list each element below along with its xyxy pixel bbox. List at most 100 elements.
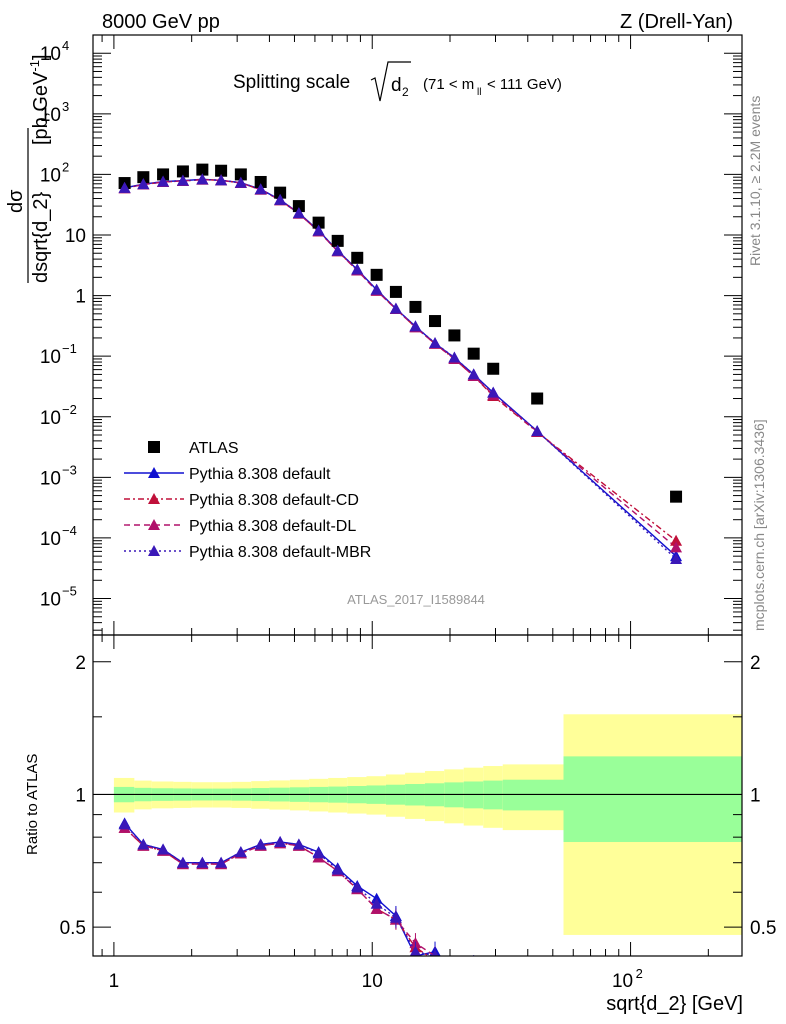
ratio-y-tick-label: 2 xyxy=(75,653,86,674)
atlas-point xyxy=(157,168,170,181)
atlas-point xyxy=(429,315,442,328)
mc-point xyxy=(331,244,344,256)
mc-point xyxy=(137,178,150,190)
mc-point xyxy=(409,320,422,332)
mc-point xyxy=(157,175,170,187)
ratio-point xyxy=(157,843,170,855)
main-y-tick-label-exp: 4 xyxy=(62,38,69,53)
atlas-point xyxy=(215,164,228,177)
mc-point xyxy=(531,425,544,437)
mc-point xyxy=(118,181,131,193)
mc-point xyxy=(467,368,480,380)
ylabel-unit: [pb,GeV-1] xyxy=(27,54,52,145)
atlas-point xyxy=(312,216,325,229)
ratio-point xyxy=(370,897,383,909)
atlas-point xyxy=(670,490,683,503)
mc-point xyxy=(389,302,402,314)
mc-point xyxy=(670,541,683,553)
mc-point xyxy=(370,283,383,295)
mc-point xyxy=(196,173,209,185)
analysis-id: ATLAS_2017_I1589844 xyxy=(347,592,485,607)
ratio-y-tick-label-right: 0.5 xyxy=(750,918,776,939)
legend-label: Pythia 8.308 default xyxy=(189,466,331,483)
x-tick-label: 10 xyxy=(612,971,633,992)
main-y-tick-label: 10 xyxy=(40,590,61,611)
title-main: Splitting scale xyxy=(233,72,350,93)
ratio-series-line xyxy=(124,827,436,956)
mcplots-label: mcplots.cern.ch [arXiv:1306.3436] xyxy=(751,419,767,631)
plot-title: Splitting scale d 2 (71 < m ll < 111 GeV… xyxy=(233,61,562,102)
title-var: d xyxy=(391,75,402,96)
mc-point xyxy=(312,224,325,236)
title-range-a: (71 < m xyxy=(423,76,474,93)
main-y-tick-label-exp: −2 xyxy=(62,402,77,417)
mc-point xyxy=(429,336,442,348)
x-tick-label: 1 xyxy=(109,971,120,992)
ratio-point xyxy=(292,838,305,850)
ratio-point xyxy=(312,847,325,859)
ratio-point xyxy=(274,836,287,848)
atlas-point xyxy=(467,347,480,360)
ratio-point xyxy=(196,856,209,868)
mc-point xyxy=(670,552,683,564)
atlas-point xyxy=(389,285,402,298)
main-y-tick-label: 10 xyxy=(40,529,61,550)
ratio-point xyxy=(137,838,150,850)
ratio-point xyxy=(448,979,460,990)
legend-marker-triangle xyxy=(148,467,160,478)
ratio-point xyxy=(468,959,480,970)
ratio-point xyxy=(176,856,189,868)
ratio-point xyxy=(448,964,460,975)
x-tick-label: 10 xyxy=(362,971,383,992)
ratio-point xyxy=(351,881,364,893)
main-ylabel: dσ dsqrt{d_2} [pb,GeV-1] xyxy=(5,54,52,283)
title-sub: 2 xyxy=(402,85,409,99)
ratio-band-green xyxy=(563,756,742,843)
atlas-point xyxy=(234,168,247,181)
main-y-tick-label-exp: −5 xyxy=(62,584,77,599)
x-tick-label-exp: 2 xyxy=(636,966,643,981)
main-y-tick-label: 10 xyxy=(40,44,61,65)
mc-point xyxy=(234,176,247,188)
ratio-point xyxy=(331,863,344,875)
mc-point xyxy=(215,174,228,186)
main-y-tick-label: 10 xyxy=(40,408,61,429)
ratio-point xyxy=(448,974,460,985)
atlas-point xyxy=(196,163,209,176)
ratio-y-tick-label: 0.5 xyxy=(60,918,86,939)
mc-point xyxy=(351,263,364,275)
main-series-line xyxy=(124,178,677,548)
ratio-point xyxy=(468,984,480,995)
main-y-tick-label-exp: 2 xyxy=(62,159,69,174)
ylabel-unit-sup: -1 xyxy=(27,60,42,72)
ratio-series-line xyxy=(124,827,430,956)
atlas-point xyxy=(254,175,267,188)
title-range-sub: ll xyxy=(477,87,481,98)
main-y-tick-label-exp: −1 xyxy=(62,341,77,356)
ratio-point xyxy=(254,838,267,850)
atlas-point xyxy=(137,171,150,184)
atlas-point xyxy=(409,300,422,313)
ratio-point xyxy=(448,969,460,980)
ylabel-den: dsqrt{d_2} xyxy=(30,191,52,283)
ylabel-unit-end: ] xyxy=(30,54,52,60)
mc-point xyxy=(274,193,287,205)
main-y-tick-label: 10 xyxy=(40,347,61,368)
legend: ATLAS Pythia 8.308 default Pythia 8.308 de… xyxy=(124,440,371,561)
mc-point xyxy=(487,386,500,398)
legend-label: ATLAS xyxy=(189,440,239,457)
main-y-tick-label-exp: −4 xyxy=(62,523,77,538)
mc-point xyxy=(448,351,461,363)
ylabel-num: dσ xyxy=(5,189,27,213)
legend-marker-triangle xyxy=(148,545,160,556)
ratio-y-tick-label-right: 2 xyxy=(750,653,761,674)
ratio-band-green xyxy=(502,779,564,811)
mc-point xyxy=(292,207,305,219)
main-y-tick-label-exp: −3 xyxy=(62,462,77,477)
main-y-tick-label: 10 xyxy=(65,226,86,247)
main-series-line xyxy=(124,178,677,542)
ratio-ylabel: Ratio to ATLAS xyxy=(24,754,41,855)
atlas-point xyxy=(531,392,544,405)
mc-point xyxy=(176,174,189,186)
